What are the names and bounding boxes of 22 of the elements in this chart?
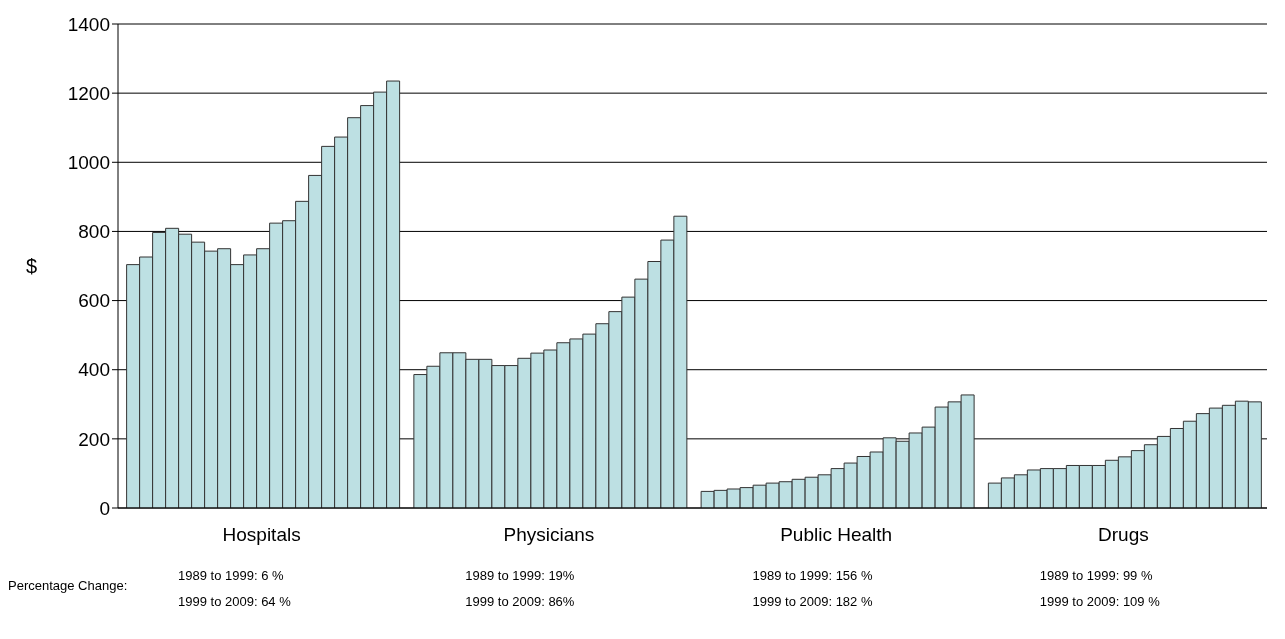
- x-tick-label: Public Health: [780, 524, 893, 546]
- y-tick-label: 400: [78, 359, 110, 381]
- y-tick-label: 800: [78, 221, 110, 243]
- y-tick-label: 0: [99, 497, 110, 519]
- text: Percentage Change:: [8, 578, 128, 593]
- x-tick-label: Physicians: [503, 524, 595, 546]
- text: 1999 to 2009: 64 %: [178, 594, 291, 609]
- text: 1989 to 1999: 156 %: [752, 568, 873, 583]
- y-tick-label: 600: [78, 290, 110, 312]
- y-tick-label: 200: [78, 428, 110, 450]
- text: 1999 to 2009: 182 %: [752, 594, 873, 609]
- y-tick-label: 1000: [67, 152, 110, 174]
- text: 1989 to 1999: 6 %: [178, 568, 284, 583]
- text: 1999 to 2009: 86%: [465, 594, 575, 609]
- y-tick-label: 1200: [67, 82, 110, 104]
- y-axis-title: $: [26, 255, 38, 278]
- x-tick-label: Drugs: [1098, 524, 1149, 546]
- text: 1989 to 1999: 99 %: [1039, 568, 1153, 583]
- text: 1999 to 2009: 109 %: [1039, 594, 1160, 609]
- y-tick-label: 1400: [67, 13, 110, 35]
- text: 1989 to 1999: 19%: [465, 568, 575, 583]
- x-tick-label: Hospitals: [222, 524, 301, 546]
